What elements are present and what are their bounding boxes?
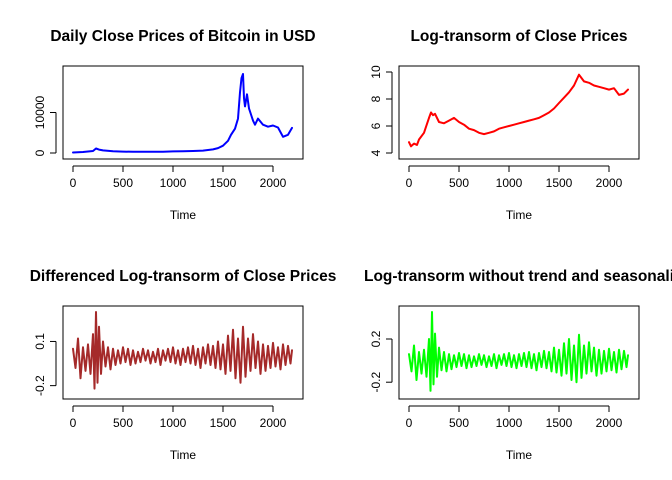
x-axis-label: Time — [170, 448, 197, 462]
plot-box — [398, 305, 640, 400]
y-tick-label: 10 — [369, 65, 383, 79]
y-tick-label: 0.1 — [33, 333, 47, 350]
x-tick-label: 500 — [113, 176, 133, 190]
y-tick-label: 0.2 — [369, 330, 383, 347]
x-tick-label: 2000 — [596, 176, 623, 190]
x-tick-label: 0 — [70, 416, 77, 430]
chart-title: Log-transorm without trend and seasonali — [364, 268, 672, 285]
chart-panel-4: Log-transorm without trend and seasonali… — [364, 268, 672, 462]
x-axis-label: Time — [506, 208, 533, 222]
series-line-1 — [72, 311, 293, 390]
x-axis-label: Time — [506, 448, 533, 462]
y-tick-label: 8 — [369, 95, 383, 102]
x-tick-label: 0 — [70, 176, 77, 190]
x-tick-label: 2000 — [596, 416, 623, 430]
x-tick-label: 2000 — [260, 416, 287, 430]
y-tick-label: -0.2 — [369, 372, 383, 393]
y-tick-label: 4 — [369, 149, 383, 156]
chart-panel-2: Log-transorm of Close Prices 0 500 1000 1500… — [369, 28, 640, 222]
plot-box — [398, 65, 640, 160]
plot-box — [62, 305, 304, 400]
x-tick-label: 500 — [113, 416, 133, 430]
plot-box — [62, 65, 304, 160]
y-tick-label: 10000 — [33, 95, 47, 129]
series-line-1 — [408, 73, 629, 148]
x-tick-label: 0 — [406, 416, 413, 430]
x-tick-label: 1500 — [210, 176, 237, 190]
y-tick-label: 0 — [33, 149, 47, 156]
y-tick-label: -0.2 — [33, 375, 47, 396]
y-tick-label: 6 — [369, 122, 383, 129]
x-tick-label: 500 — [449, 416, 469, 430]
x-tick-label: 0 — [406, 176, 413, 190]
x-tick-label: 1000 — [496, 176, 523, 190]
x-tick-label: 1500 — [546, 176, 573, 190]
x-axis-label: Time — [170, 208, 197, 222]
chart-title: Daily Close Prices of Bitcoin in USD — [50, 28, 315, 45]
x-tick-label: 1500 — [210, 416, 237, 430]
chart-panel-1: Daily Close Prices of Bitcoin in USD 0 500… — [33, 28, 316, 222]
x-tick-label: 500 — [449, 176, 469, 190]
x-tick-label: 1000 — [160, 416, 187, 430]
series-line-1 — [72, 73, 293, 154]
chart-panel-3: Differenced Log-transorm of Close Prices… — [30, 268, 337, 462]
x-tick-label: 1000 — [496, 416, 523, 430]
x-tick-label: 2000 — [260, 176, 287, 190]
x-tick-label: 1000 — [160, 176, 187, 190]
chart-title: Log-transorm of Close Prices — [410, 28, 627, 45]
x-tick-label: 1500 — [546, 416, 573, 430]
series-line-1 — [408, 311, 629, 392]
chart-title: Differenced Log-transorm of Close Prices — [30, 268, 337, 285]
